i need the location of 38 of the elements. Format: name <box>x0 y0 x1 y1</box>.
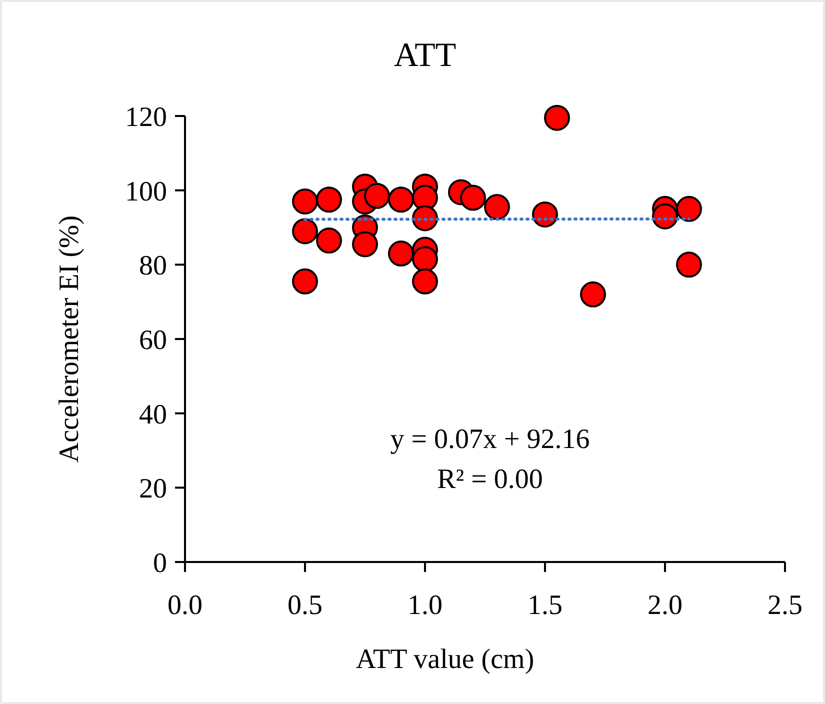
x-tick-label: 1.5 <box>528 590 562 621</box>
point <box>676 196 702 222</box>
y-tick-label: 100 <box>125 176 167 208</box>
chart-title: ATT <box>394 37 456 74</box>
annotation: R² = 0.00 <box>437 464 543 495</box>
x-tick-label: 2.0 <box>648 590 682 621</box>
y-axis-title: Accelerometer EI (%) <box>54 215 85 463</box>
point <box>388 240 414 267</box>
point <box>544 104 570 131</box>
point <box>352 231 378 258</box>
point <box>316 186 342 213</box>
y-tick-label: 80 <box>139 250 167 282</box>
point <box>412 205 438 232</box>
point <box>292 218 318 244</box>
point <box>460 184 486 211</box>
point <box>316 228 342 254</box>
point <box>676 252 702 278</box>
x-tick-label: 0.5 <box>288 590 322 621</box>
y-tick-label: 60 <box>139 325 167 356</box>
x-axis-title: ATT value (cm) <box>356 644 534 675</box>
point <box>292 188 318 214</box>
point <box>412 246 438 272</box>
y-tick-label: 120 <box>125 102 167 133</box>
point <box>412 268 438 294</box>
point <box>292 268 318 294</box>
point <box>484 194 510 220</box>
point <box>652 203 678 230</box>
y-tick-label: 20 <box>139 474 167 505</box>
point <box>580 281 606 308</box>
x-tick-label: 2.5 <box>768 590 802 621</box>
x-tick-label: 0.0 <box>168 590 202 621</box>
point <box>388 186 414 213</box>
y-tick-label: 0 <box>153 548 167 579</box>
y-tick-label: 40 <box>139 399 167 430</box>
x-tick-label: 1.0 <box>408 590 442 621</box>
point <box>532 201 558 228</box>
point <box>364 182 390 209</box>
annotation: y = 0.07x + 92.16 <box>390 424 590 455</box>
